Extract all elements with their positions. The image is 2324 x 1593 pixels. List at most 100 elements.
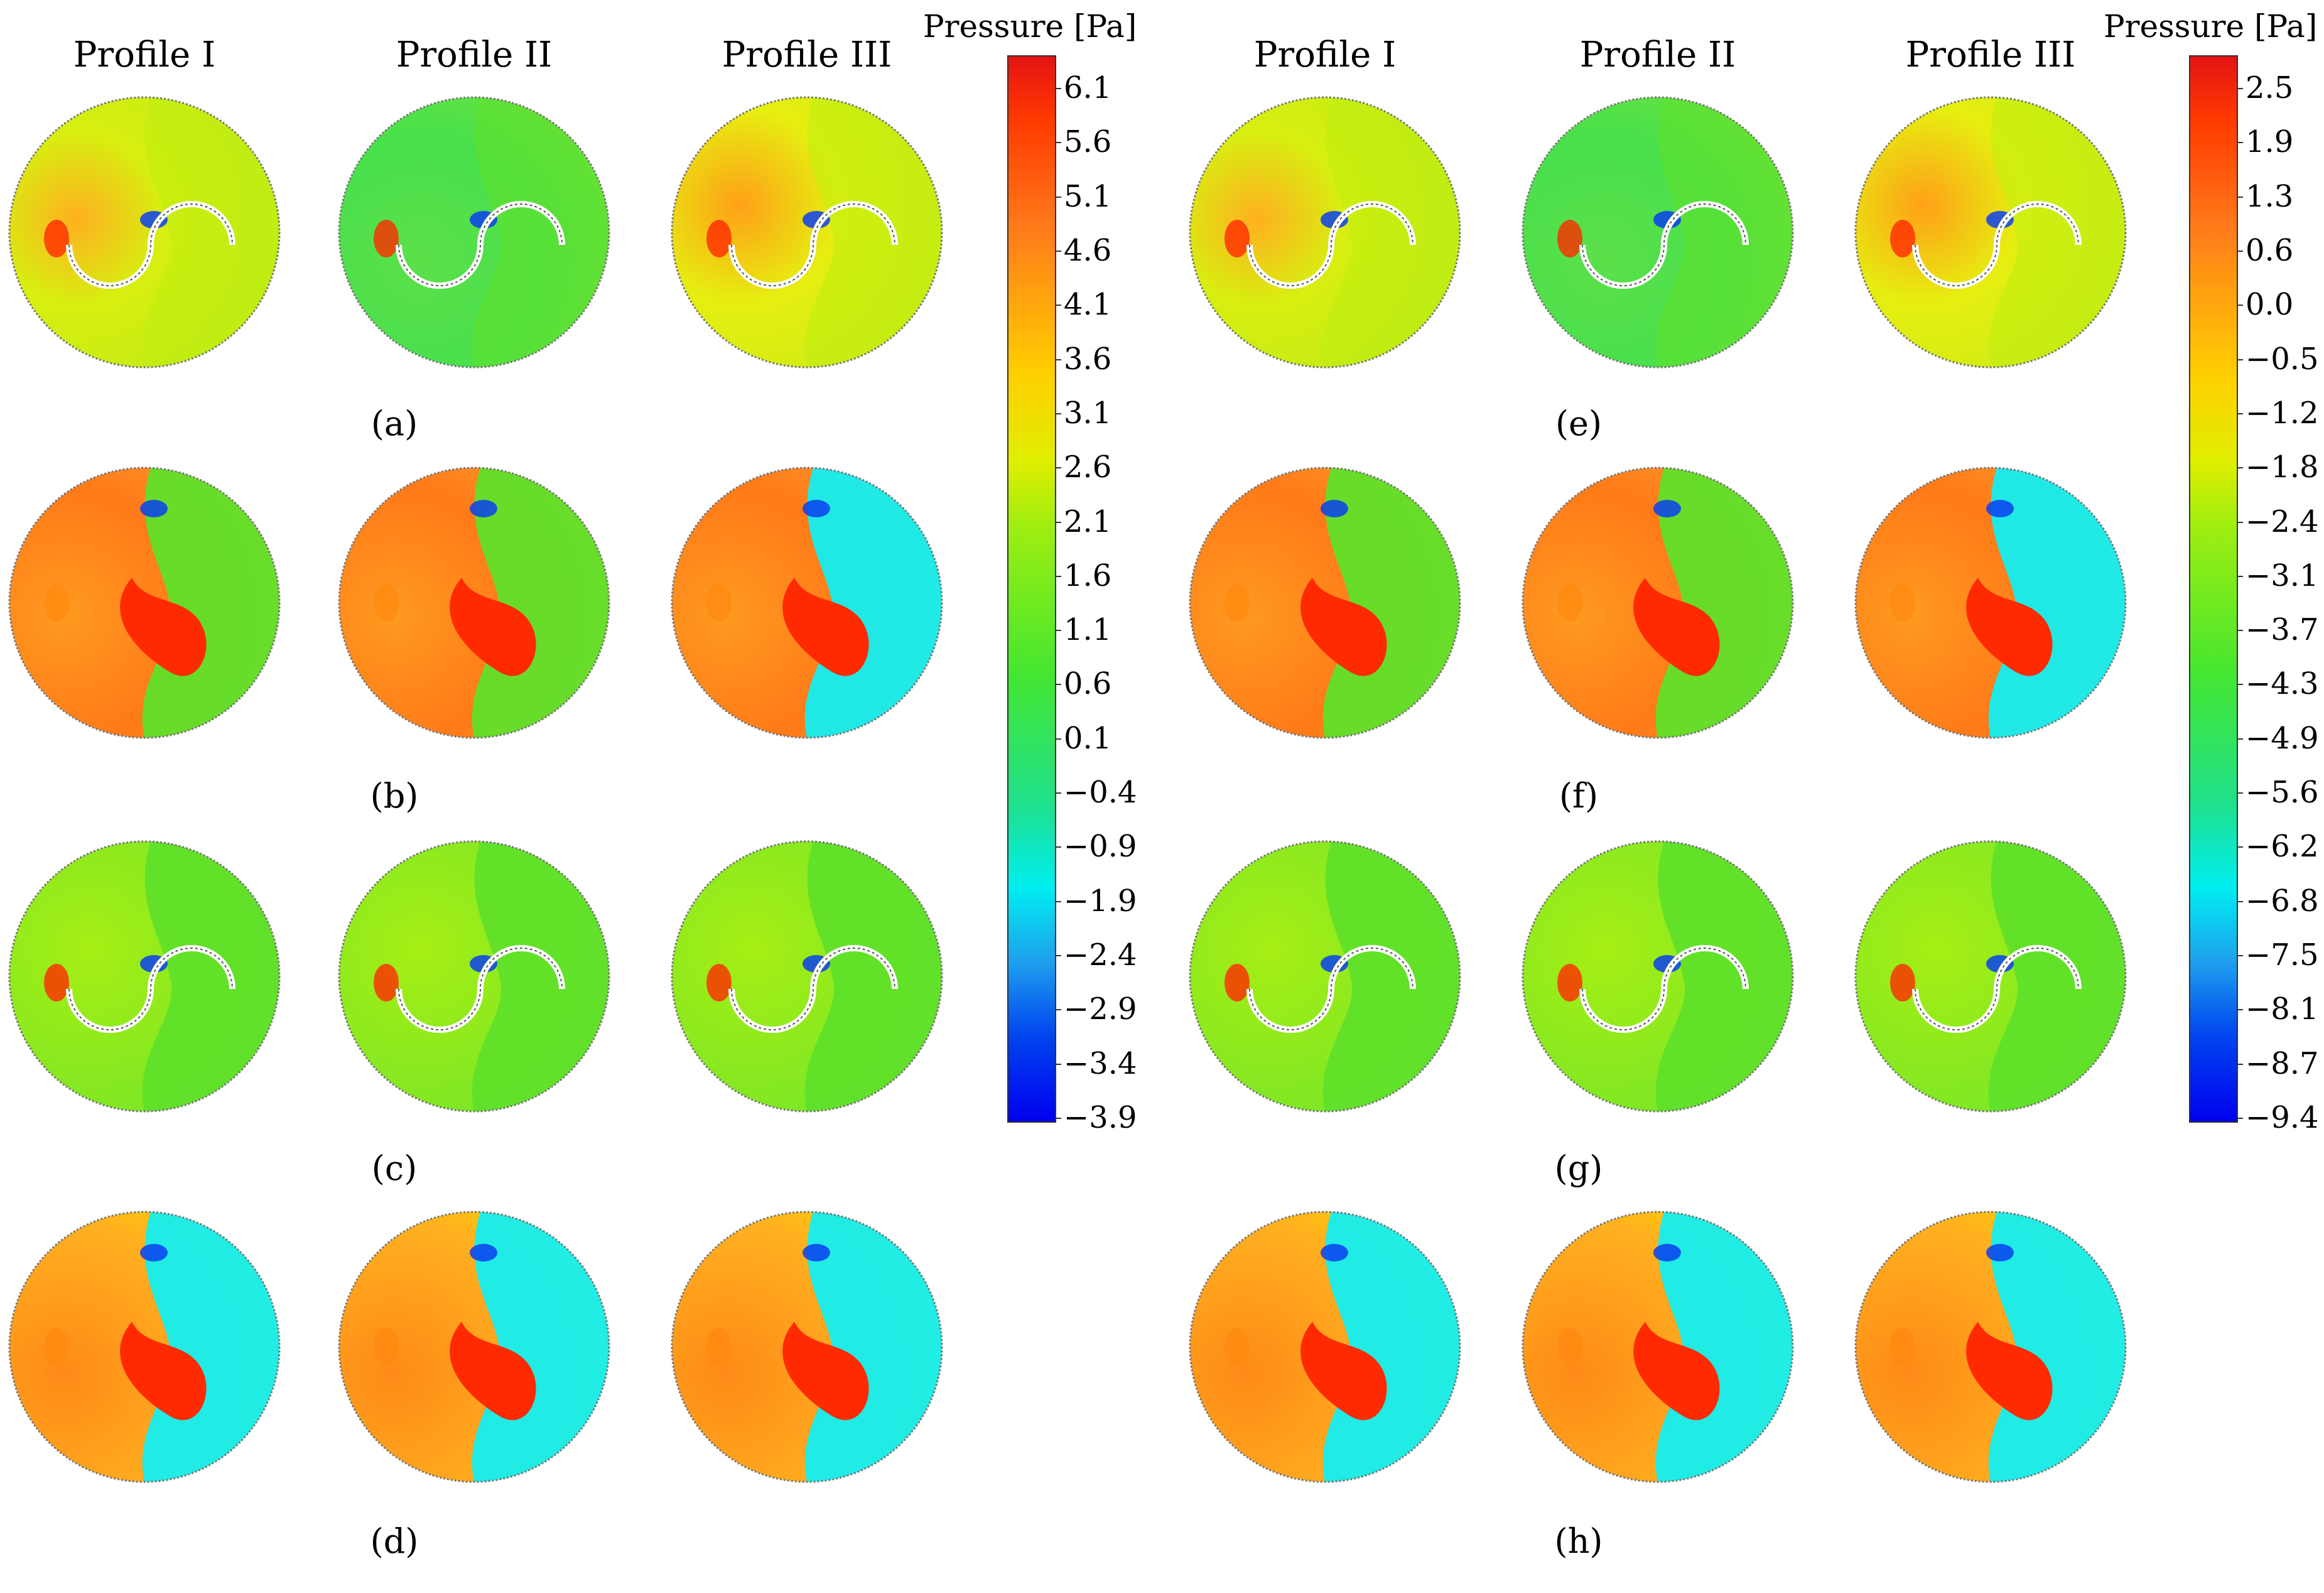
high-pressure-spot [44,584,69,622]
colorbar-left-tick: −3.4 [1055,1045,1137,1081]
high-pressure-spot [706,584,732,622]
contour-panel-r2-c2 [338,467,610,739]
caption-a: (a) [370,404,418,443]
domain-boundary [671,840,943,1113]
colorbar-left [1007,55,1056,1123]
colorbar-left-tick: 1.6 [1054,558,1112,593]
colorbar-left-tick: 5.6 [1054,124,1112,160]
contour-panel-r4-c1 [8,1211,281,1483]
domain-boundary [671,96,943,369]
domain-boundary [1854,840,2127,1113]
contour-panel-r1-c2 [338,96,610,369]
high-pressure-blade-region [782,1322,869,1420]
pressure-field-right-region [1322,841,1460,1111]
high-pressure-spot [706,964,732,1002]
high-pressure-spot [374,584,399,622]
pressure-field-right-region [142,97,279,367]
colorbar-left-tick: 2.1 [1054,504,1112,539]
caption-f: (f) [1559,776,1599,816]
savonius-blade-edge [1582,948,1746,1030]
high-pressure-blade-region [1966,578,2053,676]
savonius-blade-edge [731,948,895,1030]
contour-panel-r2-c4 [1189,467,1461,739]
domain-boundary [8,467,281,739]
colorbar-left-tick: −0.9 [1055,829,1137,865]
high-pressure-spot [706,220,732,257]
high-pressure-blade-region [1300,1322,1387,1420]
colorbar-right-tick: −8.7 [2237,1045,2319,1081]
pressure-field-right-region [1322,97,1460,367]
contour-panel-r3-c6 [1854,840,2127,1113]
domain-boundary [1854,96,2127,369]
contour-panel-r4-c2 [338,1211,610,1483]
domain-boundary [338,467,610,739]
domain-boundary [8,840,281,1113]
pressure-field-right-region [804,97,942,367]
savonius-blade-edge [1915,203,2079,286]
high-pressure-blade-region [450,578,536,676]
colorbar-right-tick: −0.5 [2237,341,2319,377]
high-pressure-blade-region [120,578,207,676]
domain-boundary [1521,840,1794,1113]
pressure-field-right-region [472,841,609,1111]
colorbar-right-tick: −1.2 [2237,395,2319,431]
colorbar-right-tick: −9.4 [2237,1100,2319,1135]
domain-boundary [1189,840,1461,1113]
contour-panel-r4-c3 [671,1211,943,1483]
contour-panel-r1-c1 [8,96,281,369]
domain-boundary [1189,96,1461,369]
header-profile-3-right: Profile III [1905,35,2076,75]
colorbar-right-tick: 2.5 [2236,70,2294,105]
high-pressure-spot [374,1328,399,1366]
high-pressure-blade-region [450,1322,536,1420]
colorbar-left-tick: 2.6 [1054,450,1112,485]
low-pressure-spot [1986,500,2014,517]
domain-boundary [671,467,943,739]
contour-panel-r1-c4 [1189,96,1461,369]
contour-panel-r3-c3 [671,840,943,1113]
colorbar-right-tick: −3.7 [2237,612,2319,648]
colorbar-right-tick: −6.8 [2237,883,2319,919]
contour-panel-r1-c3 [671,96,943,369]
colorbar-left-tick: 3.6 [1054,341,1112,377]
domain-boundary [671,1211,943,1483]
high-pressure-spot [1557,220,1582,257]
high-pressure-spot [1557,584,1582,622]
pressure-field-right-region [1988,841,2126,1111]
colorbar-left-tick: −0.4 [1055,775,1137,811]
colorbar-right-tick: 1.9 [2236,124,2294,160]
high-pressure-blade-region [120,1322,207,1420]
high-pressure-blade-region [1633,1322,1720,1420]
domain-boundary [338,1211,610,1483]
colorbar-left-tick: 4.1 [1054,287,1112,323]
caption-h: (h) [1554,1521,1603,1561]
contour-panel-r4-c4 [1189,1211,1461,1483]
high-pressure-spot [1890,1328,1915,1366]
colorbar-right-tick: −4.9 [2237,720,2319,756]
savonius-blade-edge [398,203,563,286]
colorbar-right-tick: −5.6 [2237,775,2319,811]
low-pressure-spot [140,500,168,517]
high-pressure-spot [374,964,399,1002]
low-pressure-spot [803,500,830,517]
colorbar-left-tick: −2.9 [1055,991,1137,1027]
high-pressure-spot [1890,220,1915,257]
colorbar-left-tick: 4.6 [1054,232,1112,268]
header-profile-1-right: Profile I [1253,35,1397,75]
caption-e: (e) [1555,404,1602,443]
contour-panel-r4-c6 [1854,1211,2127,1483]
pressure-field-right-region [804,841,942,1111]
pressure-field-right-region [472,97,609,367]
colorbar-left-tick: 0.1 [1054,720,1112,756]
domain-boundary [8,96,281,369]
high-pressure-blade-region [1300,578,1387,676]
low-pressure-spot [1653,500,1681,517]
header-profile-1: Profile I [73,35,216,75]
colorbar-right [2189,55,2238,1123]
contour-panel-r2-c5 [1521,467,1794,739]
contour-panel-r3-c5 [1521,840,1794,1113]
domain-boundary [8,1211,281,1483]
caption-c: (c) [371,1148,418,1188]
savonius-blade-edge [1249,948,1413,1030]
low-pressure-spot [140,1244,168,1261]
